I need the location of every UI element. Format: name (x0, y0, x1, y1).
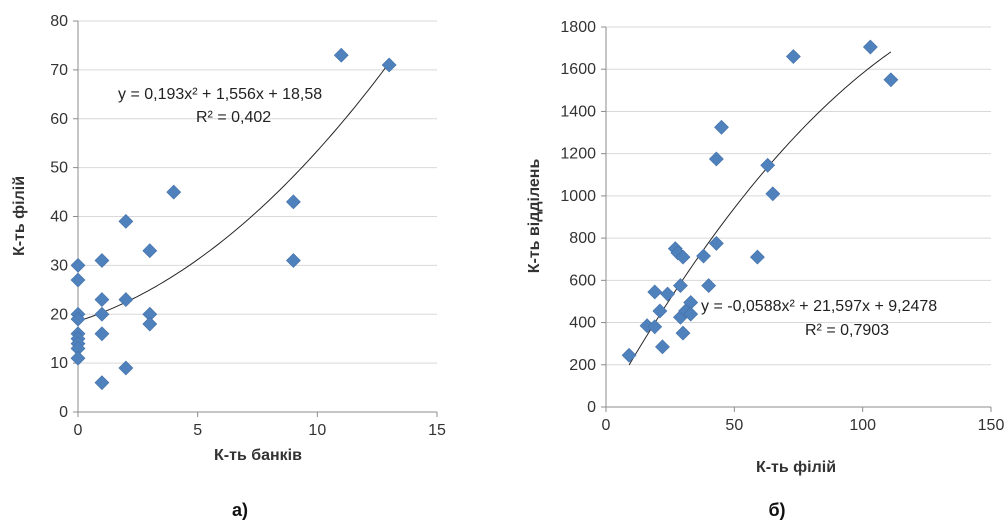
chart-b-y-tick-label: 1800 (560, 19, 596, 36)
chart-b-data-point (785, 49, 801, 64)
chart-a-gridlines (78, 20, 437, 364)
chart-b-gridlines (606, 26, 991, 366)
chart-b-data-point (696, 248, 711, 264)
chart-a-panel-label: а) (232, 500, 248, 520)
chart-b-data-point (765, 186, 781, 202)
chart-b-data-point (714, 119, 729, 135)
chart-b: 0 200 400 600 800 1000 1200 1400 1600 1800 0 50 100 1… (526, 19, 1004, 520)
chart-b-data-point (660, 286, 676, 302)
chart-b-data-point (683, 306, 699, 322)
chart-a-data-point (118, 360, 134, 376)
chart-b-data-point (647, 284, 663, 300)
chart-b-y-tick-label: 400 (569, 315, 596, 332)
chart-b-x-tick-label: 150 (978, 417, 1005, 434)
chart-b-trend-equation: y = -0,0588x² + 21,597x + 9,2478 (701, 298, 937, 315)
chart-b-x-tick-label: 0 (602, 417, 611, 434)
chart-a-axes: 0 10 20 30 40 50 60 70 80 0 5 10 15 (50, 13, 446, 439)
chart-b-y-tick-label: 1400 (560, 103, 596, 120)
chart-b-data-point (883, 72, 899, 88)
chart-b-trend-curve (628, 51, 892, 366)
chart-b-labels: y = -0,0588x² + 21,597x + 9,2478 R² = 0,… (526, 159, 937, 520)
chart-a-data-point (142, 316, 158, 332)
chart-a-x-axis-title: К-ть банків (214, 447, 302, 464)
chart-a: 0 10 20 30 40 50 60 70 80 0 5 10 15 y = 0,193x² + 1,… (11, 13, 446, 520)
chart-b-data-point (750, 249, 765, 265)
chart-a-data-point (285, 194, 301, 210)
chart-b-y-tick-label: 1000 (560, 188, 596, 205)
chart-b-y-tick-label: 200 (569, 357, 596, 374)
chart-a-data-point (70, 350, 86, 366)
chart-a-y-tick-label: 0 (59, 404, 68, 421)
chart-b-data-point (862, 39, 878, 55)
chart-b-points (621, 39, 899, 363)
chart-b-data-point (647, 319, 663, 335)
chart-b-data-point (760, 157, 776, 173)
chart-a-data-point (70, 311, 86, 327)
chart-a-x-tick-label: 15 (428, 422, 446, 439)
chart-a-data-point (118, 292, 134, 308)
chart-b-data-point (621, 347, 637, 363)
chart-a-data-point (94, 326, 110, 342)
chart-a-y-tick-label: 20 (50, 306, 68, 323)
chart-a-y-tick-label: 70 (50, 62, 68, 79)
chart-b-data-point (675, 249, 691, 265)
chart-b-data-point (675, 325, 691, 341)
chart-a-trend-equation: y = 0,193x² + 1,556x + 18,58 (118, 86, 322, 103)
chart-a-x-tick-label: 0 (74, 422, 83, 439)
chart-a-data-point (166, 184, 182, 200)
chart-a-y-tick-label: 80 (50, 13, 68, 30)
chart-b-x-tick-label: 100 (849, 417, 876, 434)
chart-b-y-tick-label: 600 (569, 272, 596, 289)
chart-b-data-point (708, 151, 724, 167)
chart-a-data-point (94, 306, 110, 322)
chart-b-data-point (655, 339, 670, 355)
chart-b-panel-label: б) (768, 500, 785, 520)
chart-a-y-tick-label: 40 (50, 209, 68, 226)
chart-b-y-tick-label: 800 (569, 230, 596, 247)
chart-b-trendline (628, 51, 892, 366)
chart-b-axes: 0 200 400 600 800 1000 1200 1400 1600 1800 0 50 100 1… (560, 19, 1004, 434)
chart-b-data-point (652, 303, 668, 319)
chart-a-y-tick-label: 50 (50, 160, 68, 177)
chart-a-y-tick-label: 30 (50, 257, 68, 274)
chart-a-data-point (94, 375, 110, 391)
chart-a-data-point (70, 272, 86, 288)
chart-b-y-tick-label: 0 (587, 399, 596, 416)
chart-b-data-point (708, 235, 724, 251)
chart-a-points (70, 47, 397, 391)
chart-b-y-tick-label: 1200 (560, 146, 596, 163)
chart-a-y-axis-title: К-ть філій (11, 176, 28, 256)
chart-a-x-tick-label: 10 (308, 422, 326, 439)
chart-a-labels: y = 0,193x² + 1,556x + 18,58 R² = 0,402 … (11, 86, 322, 520)
chart-a-y-tick-label: 60 (50, 111, 68, 128)
chart-b-y-axis-title: К-ть відділень (526, 159, 543, 274)
chart-b-x-axis-title: К-ть філій (756, 459, 836, 476)
chart-a-data-point (381, 57, 397, 73)
chart-b-x-tick-label: 50 (725, 417, 743, 434)
chart-a-data-point (70, 257, 86, 273)
chart-a-y-tick-label: 10 (50, 355, 68, 372)
chart-b-data-point (673, 278, 688, 294)
chart-b-y-tick-label: 1600 (560, 61, 596, 78)
chart-a-data-point (333, 47, 349, 63)
chart-a-x-tick-label: 5 (193, 422, 202, 439)
chart-a-data-point (142, 243, 158, 259)
chart-a-data-point (94, 292, 110, 308)
chart-b-r-squared: R² = 0,7903 (805, 322, 889, 339)
chart-b-data-point (701, 278, 717, 294)
chart-a-data-point (94, 253, 110, 268)
chart-a-data-point (118, 213, 134, 229)
chart-a-r-squared: R² = 0,402 (196, 109, 271, 126)
chart-a-data-point (285, 253, 301, 268)
